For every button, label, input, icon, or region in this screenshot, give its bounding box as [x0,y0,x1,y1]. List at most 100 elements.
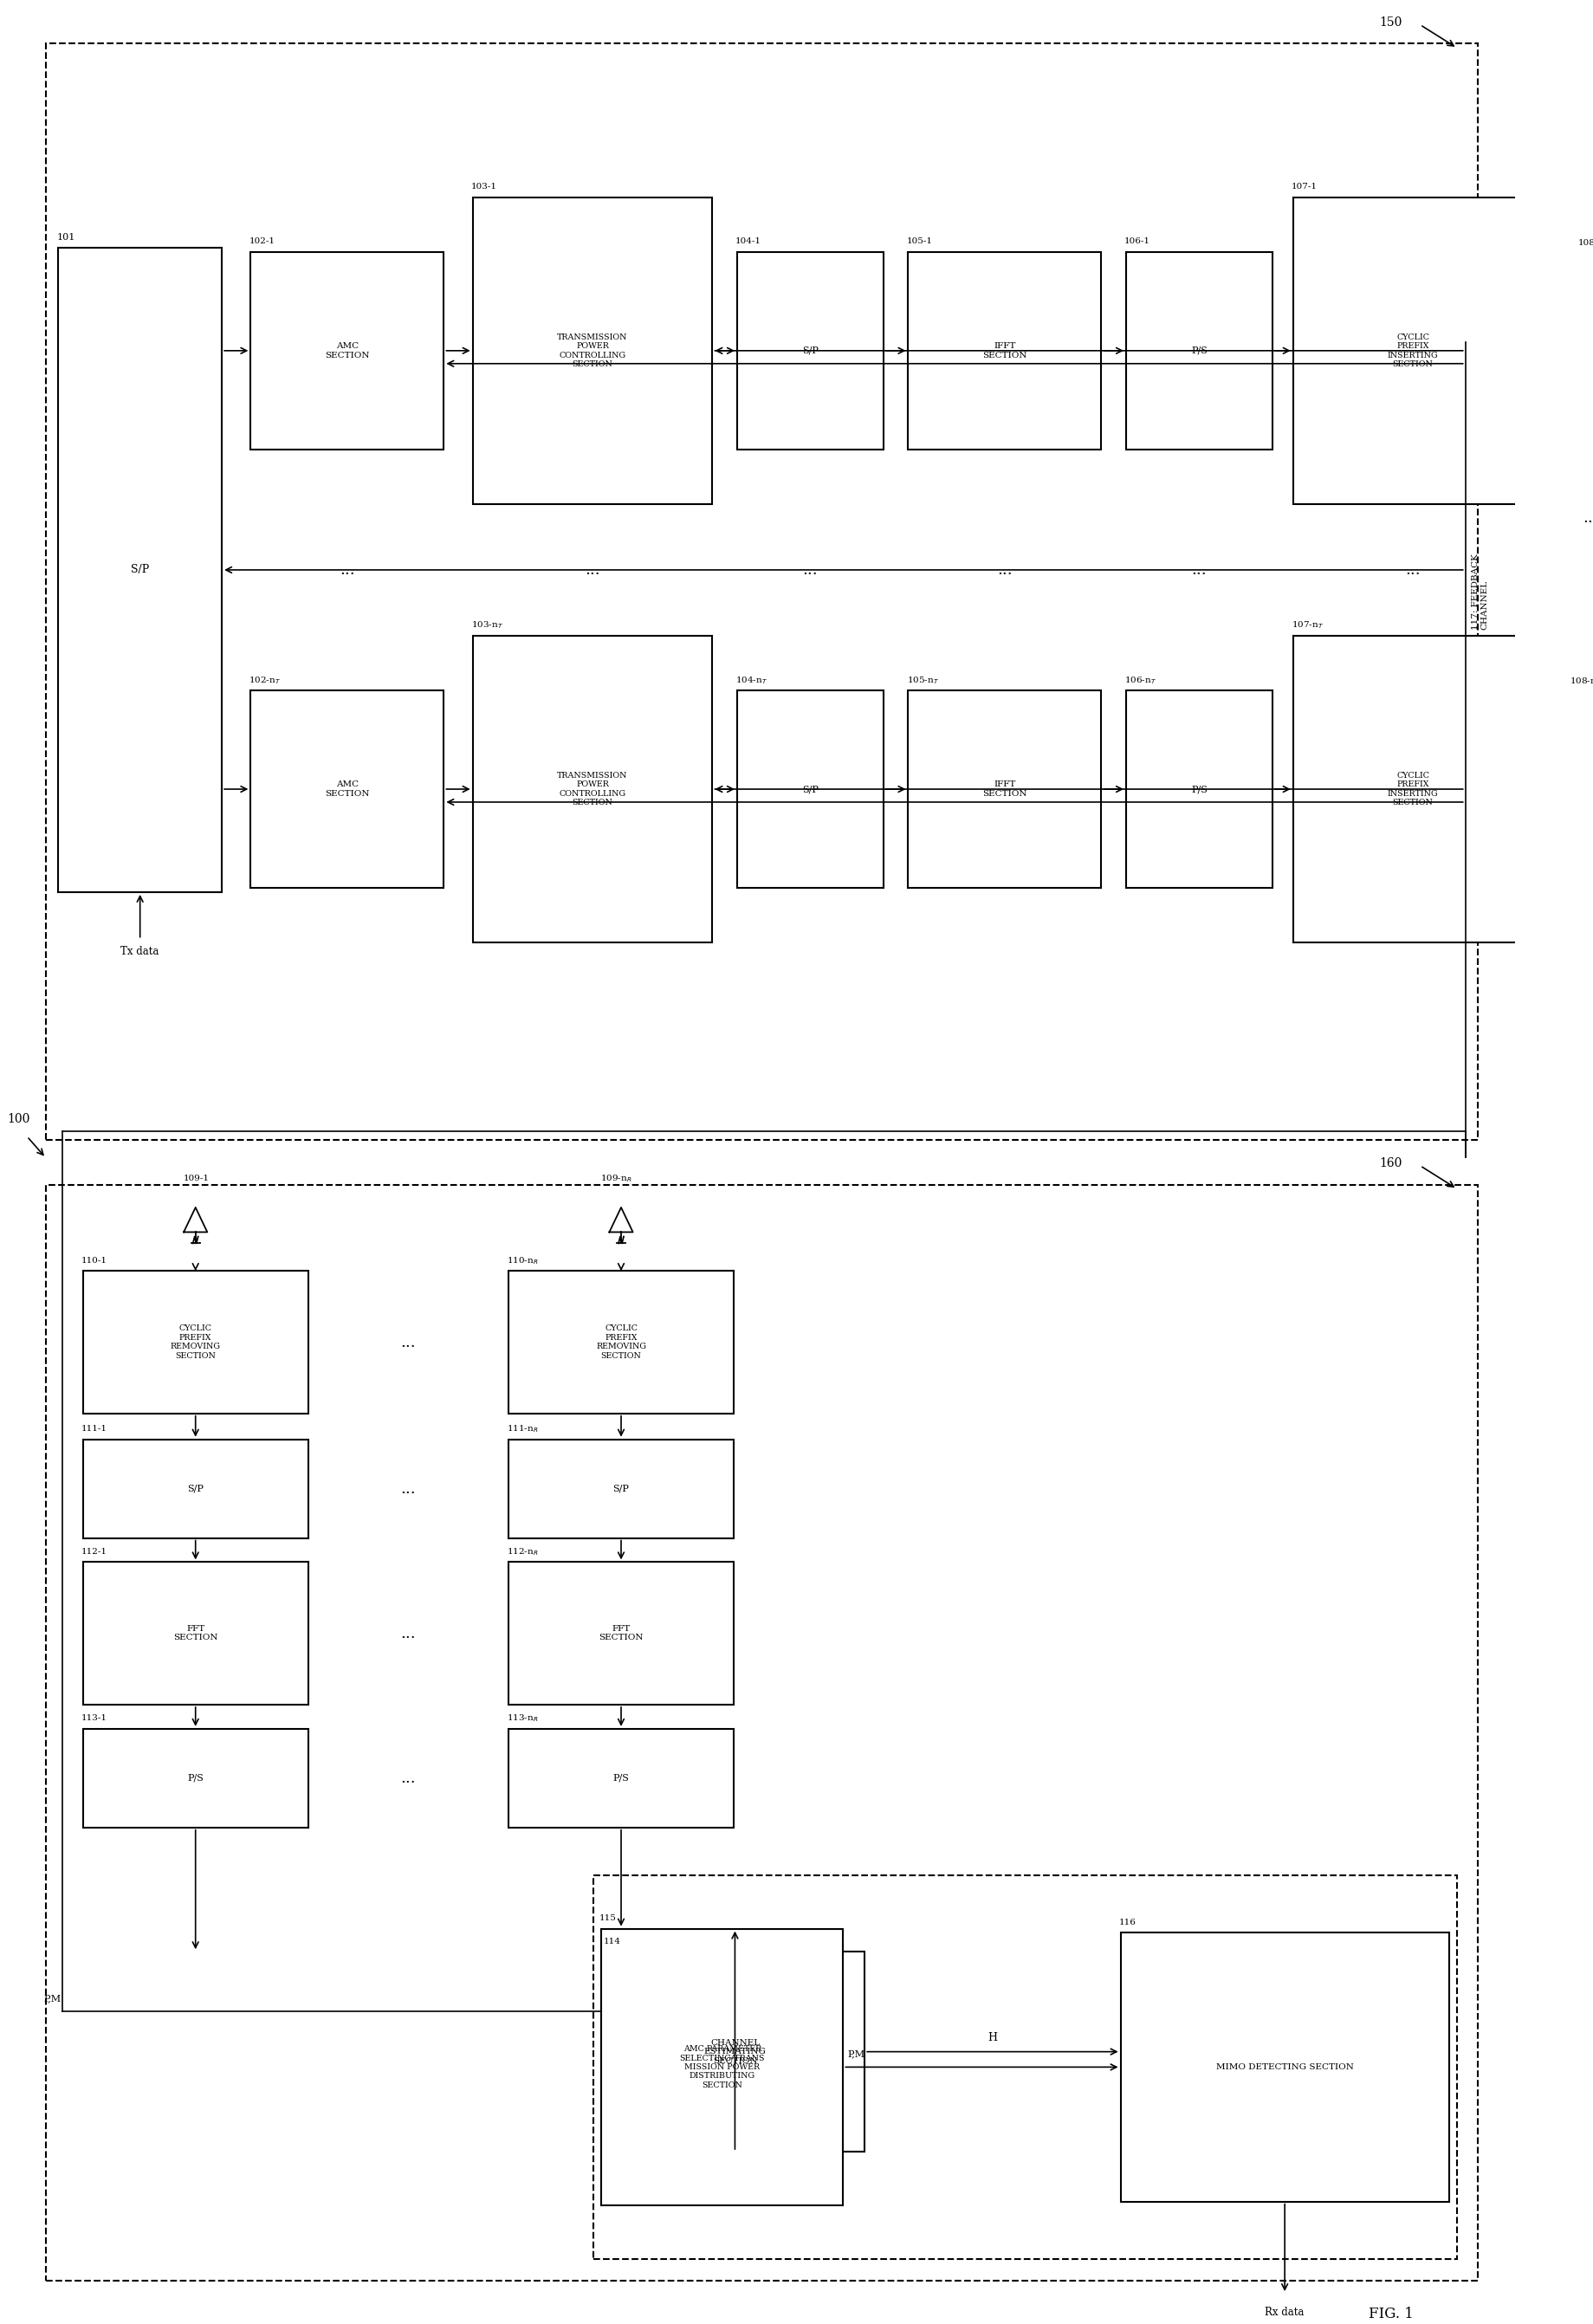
Text: IFFT
SECTION: IFFT SECTION [983,781,1027,797]
Bar [473,198,712,504]
Text: S/P: S/P [613,1485,629,1492]
Text: 114: 114 [604,1938,621,1945]
Text: FFT
SECTION: FFT SECTION [599,1624,644,1641]
Text: ...: ... [401,1624,416,1641]
Text: 160: 160 [1380,1157,1402,1169]
Text: CHANNEL
ESTIMATING
SECTION: CHANNEL ESTIMATING SECTION [704,2038,766,2064]
Bar [605,1952,865,2152]
Text: 106-n$_T$: 106-n$_T$ [1125,674,1157,686]
Text: 110-n$_R$: 110-n$_R$ [507,1255,538,1267]
Text: ...: ... [401,1771,416,1785]
Bar [508,1271,734,1413]
Bar [908,690,1101,888]
Text: IFFT
SECTION: IFFT SECTION [983,342,1027,360]
Text: 110-1: 110-1 [81,1257,107,1264]
Text: 104-n$_T$: 104-n$_T$ [736,674,768,686]
Text: S/P: S/P [803,786,819,792]
Text: ...: ... [401,1480,416,1497]
Text: ...: ... [1405,562,1421,579]
Text: TRANSMISSION
POWER
CONTROLLING
SECTION: TRANSMISSION POWER CONTROLLING SECTION [558,332,628,367]
Text: ...: ... [997,562,1013,579]
Text: 100: 100 [8,1113,30,1125]
Bar [601,1929,843,2205]
Text: AMC PARAMETER
SELECTING/TRANS
MISSION POWER
DISTRIBUTING
SECTION: AMC PARAMETER SELECTING/TRANS MISSION PO… [680,2045,765,2089]
Text: ...: ... [339,562,355,579]
Bar [908,251,1101,449]
Text: 105-n$_T$: 105-n$_T$ [906,674,938,686]
Text: 150: 150 [1380,16,1402,28]
Text: S/P: S/P [131,565,150,576]
Text: P,M: P,M [847,2050,865,2059]
Text: 113-n$_R$: 113-n$_R$ [507,1713,538,1724]
Text: CYCLIC
PREFIX
REMOVING
SECTION: CYCLIC PREFIX REMOVING SECTION [170,1325,221,1360]
Text: P/S: P/S [1192,346,1207,356]
Text: 105-1: 105-1 [906,237,932,246]
Bar [1126,251,1273,449]
Text: ...: ... [585,562,601,579]
Text: P,M: P,M [43,1994,61,2003]
Bar [250,251,444,449]
Text: P/S: P/S [613,1773,629,1783]
Text: Tx data: Tx data [121,946,159,957]
Text: CYCLIC
PREFIX
INSERTING
SECTION: CYCLIC PREFIX INSERTING SECTION [1388,332,1438,367]
Bar [1120,1934,1450,2201]
Bar [473,637,712,944]
Bar [1294,198,1532,504]
Text: H: H [988,2031,997,2043]
Bar [508,1439,734,1538]
Bar [593,1875,1458,2259]
Text: S/P: S/P [188,1485,204,1492]
Text: 107-n$_T$: 107-n$_T$ [1292,621,1324,630]
Text: 102-n$_T$: 102-n$_T$ [249,674,280,686]
Text: P/S: P/S [188,1773,204,1783]
Text: 106-1: 106-1 [1125,237,1150,246]
Bar [83,1729,307,1827]
Text: 113-1: 113-1 [81,1715,107,1722]
Bar [83,1271,307,1413]
Bar [1294,637,1532,944]
Text: ...: ... [1583,511,1593,525]
Text: 116: 116 [1118,1917,1136,1927]
Bar [250,690,444,888]
Text: 108-n$_T$: 108-n$_T$ [1569,676,1593,688]
Bar [83,1562,307,1703]
Text: 111-1: 111-1 [81,1425,107,1434]
Bar [59,249,221,892]
Text: 107-1: 107-1 [1292,184,1317,191]
Text: 108-1: 108-1 [1579,239,1593,246]
Text: 101: 101 [57,232,75,242]
Text: 103-n$_T$: 103-n$_T$ [472,621,503,630]
Text: 109-1: 109-1 [183,1174,209,1183]
Bar [508,1562,734,1703]
Text: TRANSMISSION
POWER
CONTROLLING
SECTION: TRANSMISSION POWER CONTROLLING SECTION [558,772,628,806]
Text: 117: FEEDBACK
CHANNEL: 117: FEEDBACK CHANNEL [1472,553,1489,630]
Text: 102-1: 102-1 [249,237,276,246]
Text: ...: ... [1192,562,1207,579]
Text: AMC
SECTION: AMC SECTION [325,342,370,360]
Text: FFT
SECTION: FFT SECTION [174,1624,218,1641]
Text: 104-1: 104-1 [736,237,761,246]
Bar [83,1439,307,1538]
Text: AMC
SECTION: AMC SECTION [325,781,370,797]
Text: 111-n$_R$: 111-n$_R$ [507,1422,538,1434]
Text: 115: 115 [599,1915,616,1922]
Text: CYCLIC
PREFIX
INSERTING
SECTION: CYCLIC PREFIX INSERTING SECTION [1388,772,1438,806]
Text: P/S: P/S [1192,786,1207,792]
Text: FIG. 1: FIG. 1 [1368,2308,1413,2322]
Text: CYCLIC
PREFIX
REMOVING
SECTION: CYCLIC PREFIX REMOVING SECTION [596,1325,647,1360]
Bar [46,44,1478,1139]
Bar [738,690,884,888]
Text: MIMO DETECTING SECTION: MIMO DETECTING SECTION [1215,2064,1354,2071]
Text: ...: ... [401,1334,416,1350]
Bar [738,251,884,449]
Bar [46,1185,1478,2280]
Text: S/P: S/P [803,346,819,356]
Bar [508,1729,734,1827]
Text: ...: ... [803,562,817,579]
Text: Rx data: Rx data [1265,2308,1305,2317]
Text: 103-1: 103-1 [472,184,497,191]
Text: 112-n$_R$: 112-n$_R$ [507,1545,538,1557]
Text: 109-n$_R$: 109-n$_R$ [601,1174,632,1185]
Text: 112-1: 112-1 [81,1548,107,1555]
Bar [1126,690,1273,888]
